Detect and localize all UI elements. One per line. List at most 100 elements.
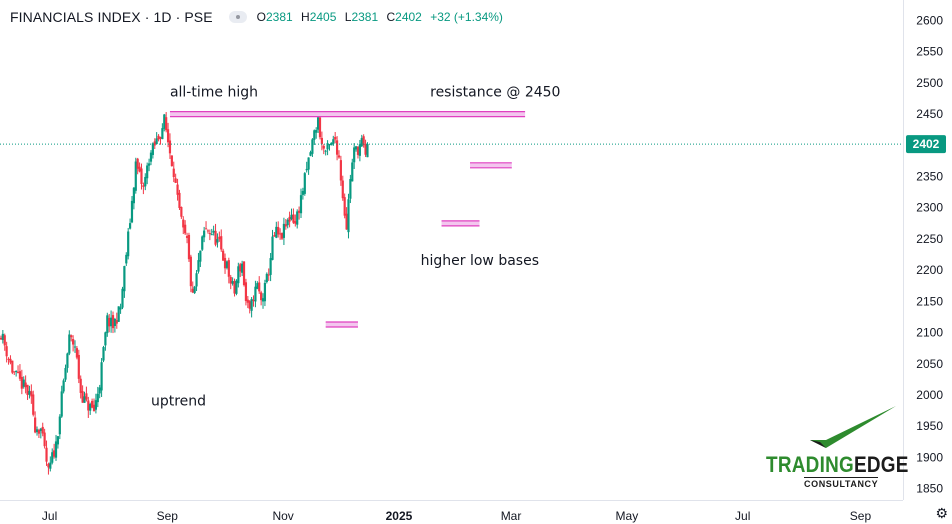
y-tick-label: 1900 bbox=[916, 450, 943, 464]
candle-body bbox=[286, 219, 289, 226]
candle-body bbox=[258, 282, 261, 292]
candle-body bbox=[222, 250, 225, 261]
candle-body bbox=[356, 146, 360, 155]
candle-body bbox=[77, 354, 80, 379]
candle-body bbox=[111, 315, 115, 329]
candle-body bbox=[216, 239, 219, 243]
x-tick-label: Jul bbox=[735, 509, 750, 523]
gear-icon[interactable]: ⚙ bbox=[935, 505, 948, 521]
candle-body bbox=[307, 157, 310, 170]
candle-body bbox=[0, 337, 3, 340]
candle-body bbox=[316, 117, 320, 130]
candle-body bbox=[335, 140, 339, 155]
close-key: C bbox=[386, 10, 396, 24]
candle-body bbox=[113, 318, 116, 327]
y-tick-label: 2000 bbox=[916, 388, 943, 402]
candle-body bbox=[35, 429, 39, 433]
candle-body bbox=[334, 136, 337, 140]
candle-body bbox=[11, 360, 14, 373]
candle-body bbox=[351, 162, 354, 182]
candle-body bbox=[187, 234, 191, 260]
candle-body bbox=[199, 250, 202, 262]
candle-body bbox=[136, 158, 139, 169]
candle-body bbox=[45, 447, 48, 462]
eye-icon[interactable] bbox=[228, 11, 247, 23]
candle-body bbox=[20, 376, 23, 389]
candle-body bbox=[166, 129, 170, 143]
candle-body bbox=[127, 231, 130, 257]
candle-body bbox=[51, 452, 54, 463]
candle-body bbox=[155, 138, 158, 144]
candle-body bbox=[109, 317, 113, 327]
candle-body bbox=[311, 139, 314, 154]
low-value: 2381 bbox=[351, 10, 379, 24]
y-tick-label: 2050 bbox=[916, 357, 943, 371]
candle-body bbox=[62, 380, 65, 392]
y-tick-label: 2250 bbox=[916, 232, 943, 246]
candle-body bbox=[163, 114, 166, 129]
candle-body bbox=[140, 168, 143, 184]
candle-body bbox=[208, 233, 211, 235]
candle-body bbox=[79, 378, 82, 393]
candle-body bbox=[53, 450, 56, 457]
x-tick-label: Sep bbox=[850, 509, 872, 523]
candle-body bbox=[16, 372, 20, 374]
candle-body bbox=[366, 144, 369, 158]
candle-body bbox=[349, 178, 352, 199]
candle-body bbox=[324, 150, 327, 152]
candle-body bbox=[364, 144, 367, 155]
brand-logo: TRADINGEDGE CONSULTANCY bbox=[766, 402, 908, 492]
last-price-tag bbox=[906, 135, 946, 154]
close-value: 2402 bbox=[395, 10, 422, 24]
candle-body bbox=[282, 223, 286, 238]
high-value: 2405 bbox=[309, 10, 337, 24]
candle-body bbox=[279, 233, 282, 235]
candle-body bbox=[277, 227, 280, 235]
candle-body bbox=[98, 387, 101, 394]
candle-body bbox=[206, 230, 210, 232]
candle-body bbox=[121, 288, 124, 308]
x-tick-label: Mar bbox=[501, 509, 522, 523]
y-tick-label: 1950 bbox=[916, 419, 943, 433]
last-price-tag-label: 2402 bbox=[913, 137, 940, 151]
candle-body bbox=[260, 292, 263, 301]
candle-body bbox=[220, 236, 223, 250]
candle-body bbox=[292, 214, 295, 223]
x-tick-label: 2025 bbox=[386, 509, 413, 523]
candle-body bbox=[337, 155, 341, 158]
high-key: H bbox=[301, 10, 310, 24]
ohlc-values: O2381 H2405 L2381 C2402 +32 (+1.34%) bbox=[257, 10, 508, 24]
symbol-title[interactable]: FINANCIALS INDEX · 1D · PSE bbox=[10, 9, 213, 25]
candle-body bbox=[32, 394, 35, 415]
candle-body bbox=[104, 332, 107, 346]
candle-body bbox=[138, 166, 141, 172]
change-value: +32 (+1.34%) bbox=[430, 10, 503, 24]
candle-body bbox=[64, 367, 67, 380]
candle-body bbox=[330, 142, 333, 146]
candle-body bbox=[265, 273, 268, 283]
candle-body bbox=[326, 143, 329, 150]
candle-body bbox=[299, 195, 303, 214]
x-tick-label: Sep bbox=[157, 509, 179, 523]
candle-body bbox=[1, 333, 4, 341]
y-tick-label: 2500 bbox=[916, 76, 943, 90]
candle-body bbox=[75, 348, 79, 358]
candle-body bbox=[47, 463, 50, 468]
candle-body bbox=[106, 315, 109, 334]
candle-body bbox=[261, 298, 265, 302]
y-tick-label: 2350 bbox=[916, 170, 943, 184]
candle-body bbox=[360, 138, 363, 147]
candle-body bbox=[108, 317, 111, 327]
y-tick-label: 2100 bbox=[916, 326, 943, 340]
y-tick-label: 2450 bbox=[916, 107, 943, 121]
candle-body bbox=[227, 260, 230, 277]
candle-body bbox=[203, 230, 206, 238]
candle-body bbox=[241, 263, 244, 273]
candle-body bbox=[85, 393, 88, 400]
candle-body bbox=[147, 163, 151, 166]
candle-body bbox=[68, 334, 71, 354]
candle-body bbox=[305, 168, 308, 171]
candle-body bbox=[134, 161, 137, 191]
